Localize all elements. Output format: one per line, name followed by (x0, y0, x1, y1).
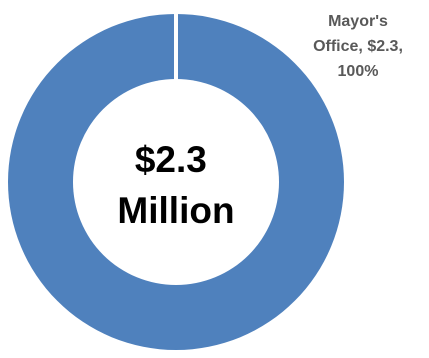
slice-data-label: Mayor's Office, $2.3, 100% (313, 13, 403, 80)
slice-label-line: Office, $2.3, (313, 38, 403, 55)
donut-hole (73, 79, 279, 285)
slice-label-line: 100% (338, 63, 379, 80)
center-total-value: $2.3 (135, 139, 207, 180)
center-total-label: $2.3 Million (117, 139, 234, 231)
slice-label-line: Mayor's (328, 13, 388, 30)
center-total-unit: Million (117, 190, 234, 231)
slice-labels: Mayor's Office, $2.3, 100% (313, 13, 403, 80)
